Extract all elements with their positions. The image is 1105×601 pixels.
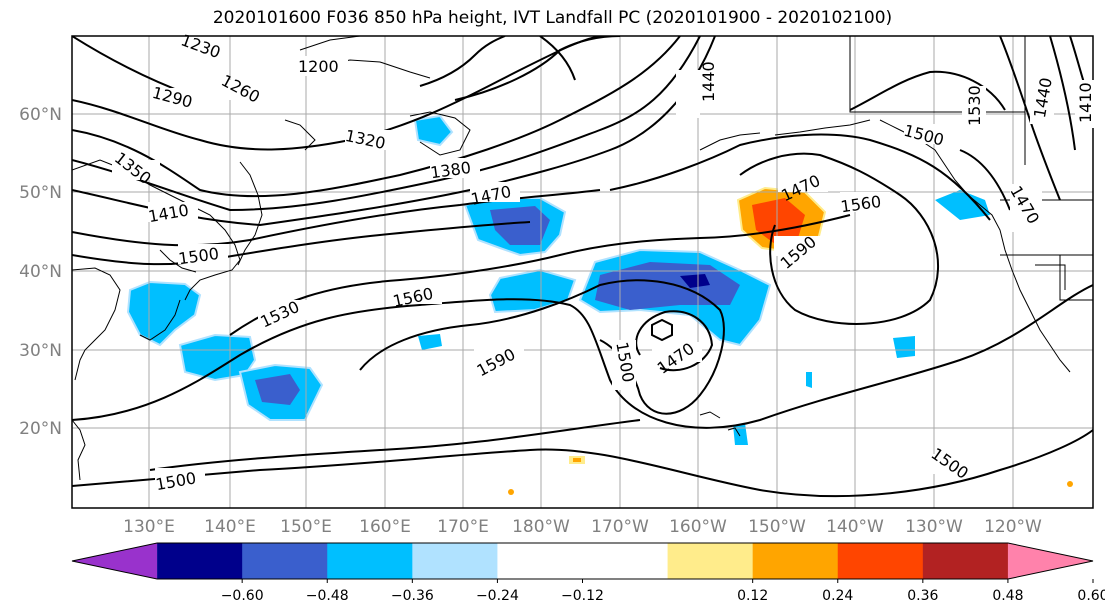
colorbar-segment [1007,543,1093,579]
colorbar-segment [242,543,328,579]
colorbar-tick-label: 0.60 [1077,588,1105,601]
colorbar-outline [71,542,1094,580]
lon-label: 160°W [669,517,727,537]
lat-label-40n: 40°N [19,262,62,282]
lon-label: 120°W [984,517,1042,537]
lat-label-50n: 50°N [19,183,62,203]
colorbar-segment [837,543,924,579]
colorbar: −0.60 −0.48 −0.36 −0.24 −0.12 0.12 0.24 0.36 0.4… [71,542,1105,601]
contour-label: 1200 [298,57,339,76]
longitude-labels: 130°E 140°E 150°E 160°E 170°E 180°W 170°… [123,517,1042,537]
colorbar-segment [667,543,754,579]
colorbar-tick-label: 0.48 [992,588,1023,601]
contour-label: 1440 [699,61,718,102]
colorbar-segment [72,543,158,579]
colorbar-tick-label: 0.12 [737,588,768,601]
lon-label: 140°E [204,517,256,537]
contour-label: 1410 [1076,82,1095,123]
colorbar-segment [497,543,583,579]
colorbar-tick-label: 0.24 [822,588,853,601]
colorbar-segment [922,543,1009,579]
lat-label-30n: 30°N [19,341,62,361]
lon-label: 140°W [826,517,884,537]
map-area [72,36,1093,508]
lon-label: 130°W [905,517,963,537]
lon-label: 170°E [437,517,489,537]
map-border [71,35,1094,509]
lat-label-20n: 20°N [19,419,62,439]
lon-label: 150°E [280,517,332,537]
colorbar-tick-label: −0.24 [476,588,519,601]
colorbar-segment [327,543,413,579]
coastlines [72,36,1093,481]
ivt-negative-shading [126,114,990,445]
lat-label-60n: 60°N [19,105,62,125]
colorbar-tick-label: −0.12 [561,588,604,601]
colorbar-tick-label: 0.36 [907,588,938,601]
colorbar-segment [752,543,839,579]
lon-label: 180°W [512,517,570,537]
colorbar-segment [157,543,243,579]
graticule [72,36,1093,508]
colorbar-segment [582,543,669,579]
colorbar-tick-label: −0.60 [221,588,264,601]
colorbar-tick-label: −0.48 [306,588,349,601]
figure-title: 2020101600 F036 850 hPa height, IVT Land… [212,8,893,28]
colorbar-tick-label: −0.36 [391,588,434,601]
contour-label: 1530 [965,85,984,126]
colorbar-segment [412,543,498,579]
lon-label: 130°E [123,517,175,537]
lon-label: 160°E [359,517,411,537]
latitude-labels: 60°N 50°N 40°N 30°N 20°N [19,105,62,439]
lon-label: 150°W [748,517,806,537]
lon-label: 170°W [591,517,649,537]
